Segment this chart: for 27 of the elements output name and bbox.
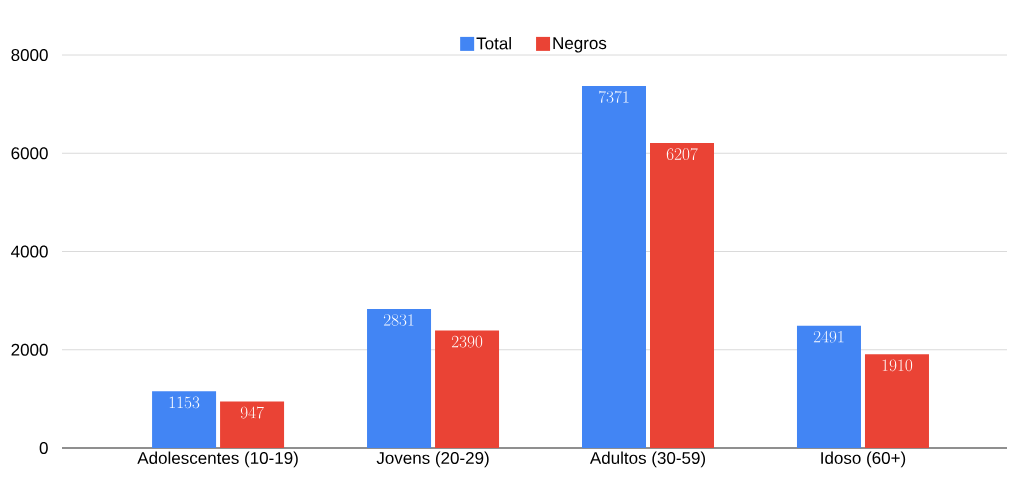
y-tick-label: 6000 — [11, 147, 48, 160]
y-tick-label: 2000 — [11, 343, 48, 356]
bar — [864, 354, 929, 448]
data-label: 947 — [240, 406, 264, 419]
x-tick-label: Adolescentes (10-19) — [137, 451, 298, 468]
bar — [152, 391, 217, 448]
y-tick-label: 4000 — [11, 245, 48, 258]
data-label: 1153 — [169, 396, 200, 409]
y-tick-label: 0 — [39, 441, 48, 455]
bar — [220, 401, 285, 448]
data-label: 2831 — [383, 314, 414, 326]
data-label: 6207 — [666, 148, 698, 161]
bar — [796, 325, 861, 448]
data-label: 2390 — [451, 335, 483, 348]
data-label: 7371 — [598, 90, 629, 103]
legend-label: Negros — [553, 37, 607, 53]
x-tick-label: Idoso (60+) — [821, 451, 906, 468]
legend-label: Total — [476, 36, 511, 50]
x-tick-label: Jovens (20-29) — [376, 451, 489, 468]
bar — [582, 85, 647, 448]
bar — [435, 330, 500, 448]
y-tick-label: 8000 — [11, 48, 48, 62]
data-label: 2491 — [813, 330, 844, 343]
x-tick-label: Adultos (30-59) — [589, 451, 706, 468]
data-label: 1910 — [882, 359, 913, 372]
bar — [367, 308, 432, 448]
bar — [650, 143, 715, 448]
